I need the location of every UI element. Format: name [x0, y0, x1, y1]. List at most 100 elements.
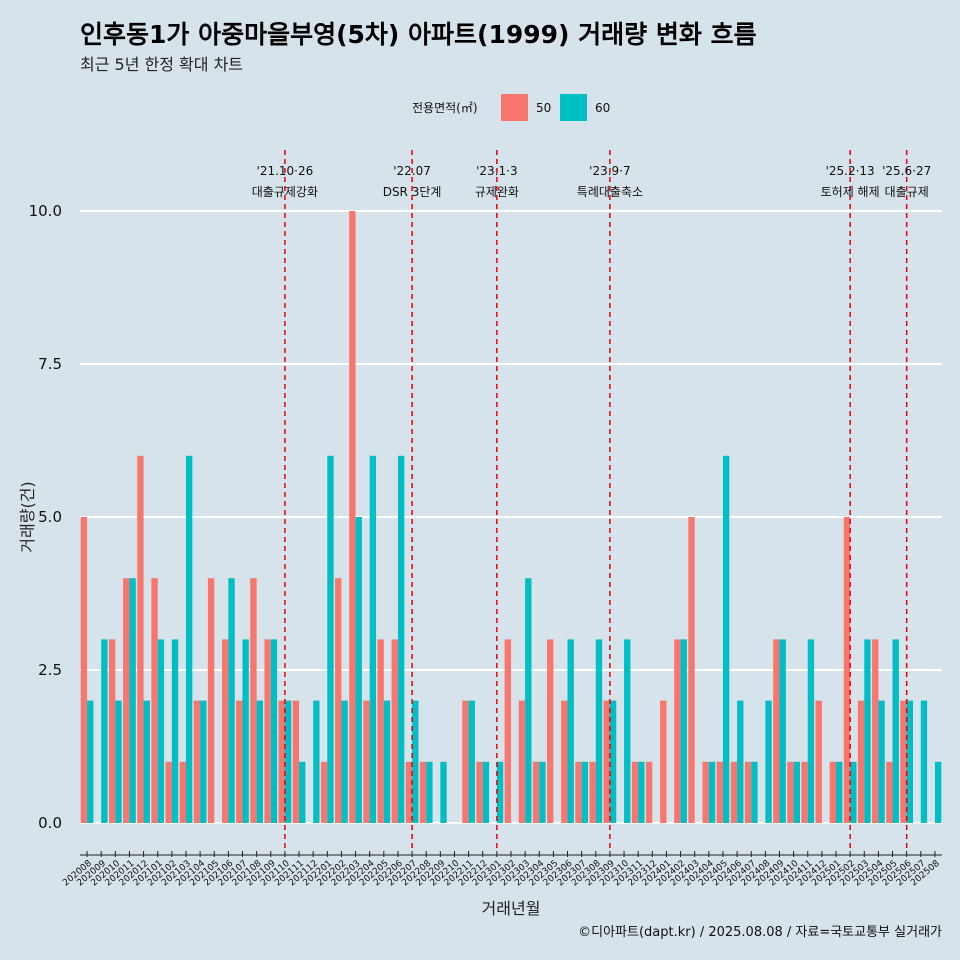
bar-50-202311 [631, 761, 639, 823]
y-axis: 0.0 2.5 5.0 7.5 10.0 [29, 202, 62, 832]
bar-60-202209 [440, 761, 447, 823]
bar-60-202304 [539, 761, 546, 823]
bar-60-202402 [680, 639, 687, 823]
bar-60-202407 [751, 761, 758, 823]
bar-50-202106 [222, 639, 229, 823]
bar-50-202405 [716, 761, 723, 823]
bar-60-202301 [496, 761, 504, 823]
bar-60-202308 [595, 639, 603, 823]
bar-50-202309 [603, 700, 610, 823]
event-lines: '21.10·26 대출규제강화 '22.07 DSR 3단계 '23.1·3 규제완화 '… [252, 150, 931, 850]
bar-60-202110 [284, 700, 292, 823]
bar-60-202307 [581, 761, 589, 823]
bar-60-202404 [708, 761, 716, 823]
bar-50-202411 [801, 761, 808, 823]
bar-60-202408 [765, 700, 772, 823]
bar-60-202501 [836, 761, 843, 823]
event-date-4: '25.2·13 [826, 164, 875, 178]
event-date-1: '22.07 [393, 164, 431, 178]
bar-60-202405 [722, 455, 730, 823]
bar-50-202407 [744, 761, 752, 823]
bar-50-202308 [589, 761, 596, 823]
legend-swatch-50 [501, 94, 528, 121]
y-tick-label: 5.0 [38, 508, 62, 526]
bar-50-202304 [532, 761, 540, 823]
bar-50-202107 [236, 700, 243, 823]
bar-50-202402 [674, 639, 681, 823]
bar-60-202406 [737, 700, 744, 823]
legend-label-50: 50 [536, 101, 551, 115]
bar-60-202505 [892, 639, 899, 823]
bar-60-202504 [878, 700, 885, 823]
event-label-0: 대출규제강화 [252, 185, 318, 199]
bar-60-202311 [638, 761, 645, 823]
bar-60-202503 [864, 639, 871, 823]
bar-60-202409 [779, 639, 786, 823]
y-tick-label: 2.5 [38, 661, 62, 679]
bar-50-202409 [773, 639, 780, 823]
legend: 전용면적(㎡) 50 60 [412, 94, 610, 121]
bar-60-202008 [87, 700, 94, 823]
bar-60-202109 [270, 639, 278, 823]
bar-60-202102 [171, 639, 179, 823]
bar-50-202302 [504, 639, 511, 823]
bar-60-202203 [355, 517, 362, 823]
bar-50-202303 [518, 700, 526, 823]
bar-60-202108 [256, 700, 263, 823]
bar-50-202105 [207, 578, 215, 823]
bar-60-202411 [807, 639, 815, 823]
bar-60-202101 [157, 639, 165, 823]
bar-50-202306 [561, 700, 568, 823]
bar-60-202205 [383, 700, 391, 823]
bar-60-202201 [327, 455, 334, 823]
legend-swatch-60 [560, 94, 587, 121]
bar-50-202212 [476, 761, 483, 823]
bar-60-202208 [426, 761, 433, 823]
bar-60-202012 [143, 700, 150, 823]
chart-title: 인후동1가 아중마을부영(5차) 아파트(1999) 거래량 변화 흐름 [80, 20, 757, 49]
bar-60-202507 [920, 700, 928, 823]
bar-50-202204 [363, 700, 370, 823]
event-label-4: 토허제 해제 [821, 185, 880, 199]
bar-50-202010 [108, 639, 116, 823]
bar-60-202508 [934, 761, 942, 823]
bar-60-202303 [525, 578, 532, 823]
bar-50-202012 [137, 455, 144, 823]
bar-50-202109 [264, 639, 271, 823]
bar-60-202103 [185, 455, 193, 823]
bar-50-202203 [349, 211, 356, 823]
bar-60-202410 [793, 761, 800, 823]
y-axis-title: 거래량(건) [18, 481, 37, 552]
bar-60-202310 [624, 639, 631, 823]
bar-50-202103 [179, 761, 186, 823]
bar-50-202205 [377, 639, 384, 823]
bar-60-202111 [299, 761, 306, 823]
bar-50-202307 [575, 761, 582, 823]
bar-50-202504 [872, 639, 879, 823]
bar-50-202502 [843, 517, 851, 823]
bar-60-202107 [242, 639, 249, 823]
bar-50-202404 [702, 761, 709, 823]
event-label-3: 특례대출축소 [577, 185, 643, 199]
bar-60-202009 [101, 639, 108, 823]
bar-50-202412 [815, 700, 822, 823]
bar-50-202503 [857, 700, 865, 823]
bar-60-202010 [115, 700, 122, 823]
bar-50-202208 [419, 761, 427, 823]
bar-50-202211 [462, 700, 469, 823]
bar-50-202108 [250, 578, 257, 823]
bar-50-202011 [123, 578, 130, 823]
legend-label-60: 60 [595, 101, 610, 115]
bar-50-202104 [193, 700, 201, 823]
bar-50-202403 [688, 517, 695, 823]
bar-50-202410 [787, 761, 794, 823]
bar-60-202506 [906, 700, 914, 823]
bar-50-202406 [730, 761, 738, 823]
bar-60-202104 [200, 700, 207, 823]
bar-50-202110 [278, 700, 285, 823]
bar-60-202112 [313, 700, 320, 823]
bar-50-202312 [645, 761, 653, 823]
bar-50-202305 [547, 639, 554, 823]
bar-50-202111 [292, 700, 300, 823]
